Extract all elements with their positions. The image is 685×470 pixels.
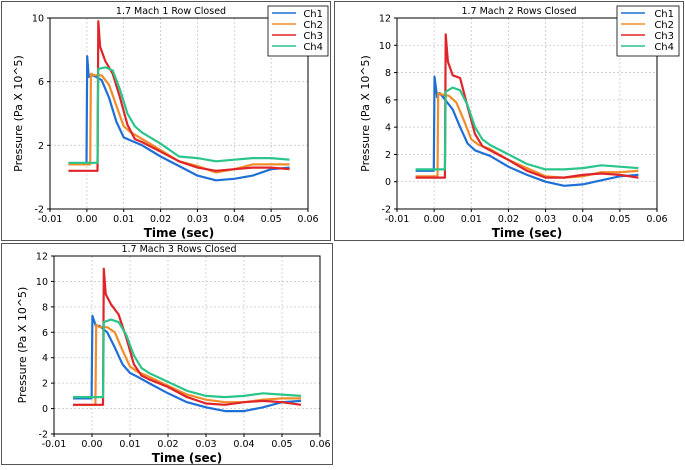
x-axis-label: Time (sec) (492, 226, 562, 240)
x-tick-label: 0.01 (113, 214, 134, 225)
x-tick-label: 0.02 (150, 214, 171, 225)
x-tick-label: 0.03 (535, 214, 556, 225)
y-axis-label: Pressure (Pa X 10^5) (12, 55, 25, 172)
series-group (68, 20, 290, 182)
y-tick-label: 8 (42, 302, 48, 313)
chart-panel-3-rows-closed: -0.01 0.00 0.01 0.02 0.03 0.04 0.05 0.06 -2 0 2 4 6 8… (1, 243, 333, 465)
y-tick-label: 10 (379, 41, 391, 52)
x-tick-label: 0.02 (157, 439, 178, 450)
x-tick-label: 0.05 (261, 214, 282, 225)
x-tick-label: 0.06 (646, 214, 667, 225)
y-tick-label: 10 (36, 277, 48, 288)
x-tick-label: 0.04 (572, 214, 593, 225)
y-tick-label: -2 (35, 205, 44, 216)
x-tick-label: 0.00 (81, 439, 102, 450)
chart-panel-1-row-closed: -0.01 0.00 0.01 0.02 0.03 0.04 0.05 0.06 -2 2 6 10 1… (1, 1, 331, 241)
legend-label-ch2: Ch2 (654, 20, 674, 31)
y-tick-label: 2 (385, 150, 391, 161)
series-line-ch4 (68, 66, 290, 164)
series-group (73, 267, 302, 413)
x-tick-label: 0.01 (461, 214, 482, 225)
y-tick-label: 0 (42, 404, 48, 415)
series-line-ch1 (68, 55, 290, 182)
legend-label-ch4: Ch4 (303, 42, 323, 53)
y-tick-label: 10 (32, 14, 44, 25)
x-tick-label: 0.00 (76, 214, 97, 225)
chart-panel-2-rows-closed: -0.01 0.00 0.01 0.02 0.03 0.04 0.05 0.06 -2 0 2 4 6 8… (334, 1, 684, 241)
y-tick-label: -2 (382, 205, 391, 216)
x-tick-label: 0.04 (224, 214, 245, 225)
chart-svg-3-rows-closed: -0.01 0.00 0.01 0.02 0.03 0.04 0.05 0.06 -2 0 2 4 6 8… (16, 244, 331, 465)
grid (53, 255, 321, 435)
y-tick-label: 12 (379, 14, 391, 25)
y-tick-label: 4 (385, 123, 391, 134)
legend-label-ch3: Ch3 (654, 31, 674, 42)
series-group (415, 33, 639, 187)
series-line-ch3 (68, 20, 290, 172)
x-tick-label: 0.06 (309, 439, 330, 450)
y-tick-label: 2 (42, 379, 48, 390)
y-tick-label: 2 (38, 141, 44, 152)
x-tick-label: 0.04 (233, 439, 254, 450)
x-tick-label: 0.00 (424, 214, 445, 225)
series-line-ch3 (73, 267, 302, 406)
legend-box (267, 5, 329, 57)
series-line-ch1 (415, 75, 639, 187)
y-tick-label: 6 (385, 95, 391, 106)
x-axis-label: Time (sec) (152, 451, 222, 465)
series-line-ch3 (415, 33, 639, 179)
chart-title: 1.7 Mach 1 Row Closed (116, 6, 226, 17)
y-axis-label: Pressure (Pa X 10^5) (16, 287, 29, 404)
legend-label-ch2: Ch2 (303, 20, 323, 31)
plot-frame (396, 17, 658, 210)
series-line-ch4 (73, 318, 302, 399)
x-tick-label: 0.06 (297, 214, 318, 225)
y-tick-label: 6 (38, 77, 44, 88)
x-axis-label: Time (sec) (144, 226, 214, 240)
x-tick-label: 0.01 (119, 439, 140, 450)
y-tick-label: 4 (42, 353, 48, 364)
x-tick-label: -0.01 (385, 214, 410, 225)
y-tick-label: 6 (42, 328, 48, 339)
x-tick-label: -0.01 (42, 439, 67, 450)
legend-label-ch3: Ch3 (303, 31, 323, 42)
x-tick-label: -0.01 (38, 214, 63, 225)
plot-frame (53, 255, 321, 435)
legend-box (616, 5, 680, 57)
y-tick-label: 12 (36, 252, 48, 263)
chart-svg-2-rows-closed: -0.01 0.00 0.01 0.02 0.03 0.04 0.05 0.06 -2 0 2 4 6 8… (359, 5, 680, 240)
legend-label-ch4: Ch4 (654, 42, 674, 53)
series-line-ch4 (415, 86, 639, 171)
y-axis-label: Pressure (Pa X 10^5) (359, 55, 372, 172)
x-tick-label: 0.05 (609, 214, 630, 225)
chart-svg-1-row-closed: -0.01 0.00 0.01 0.02 0.03 0.04 0.05 0.06 -2 2 6 10 1… (12, 5, 329, 240)
y-tick-label: 8 (385, 68, 391, 79)
y-tick-label: 0 (385, 177, 391, 188)
x-tick-label: 0.05 (271, 439, 292, 450)
legend-label-ch1: Ch1 (654, 9, 674, 20)
plot-frame (49, 17, 309, 210)
y-tick-label: -2 (39, 430, 48, 441)
x-tick-label: 0.03 (195, 439, 216, 450)
x-tick-label: 0.03 (187, 214, 208, 225)
chart-title: 1.7 Mach 3 Rows Closed (121, 244, 236, 255)
chart-title: 1.7 Mach 2 Rows Closed (461, 6, 576, 17)
legend-label-ch1: Ch1 (303, 9, 323, 20)
x-tick-label: 0.02 (498, 214, 519, 225)
